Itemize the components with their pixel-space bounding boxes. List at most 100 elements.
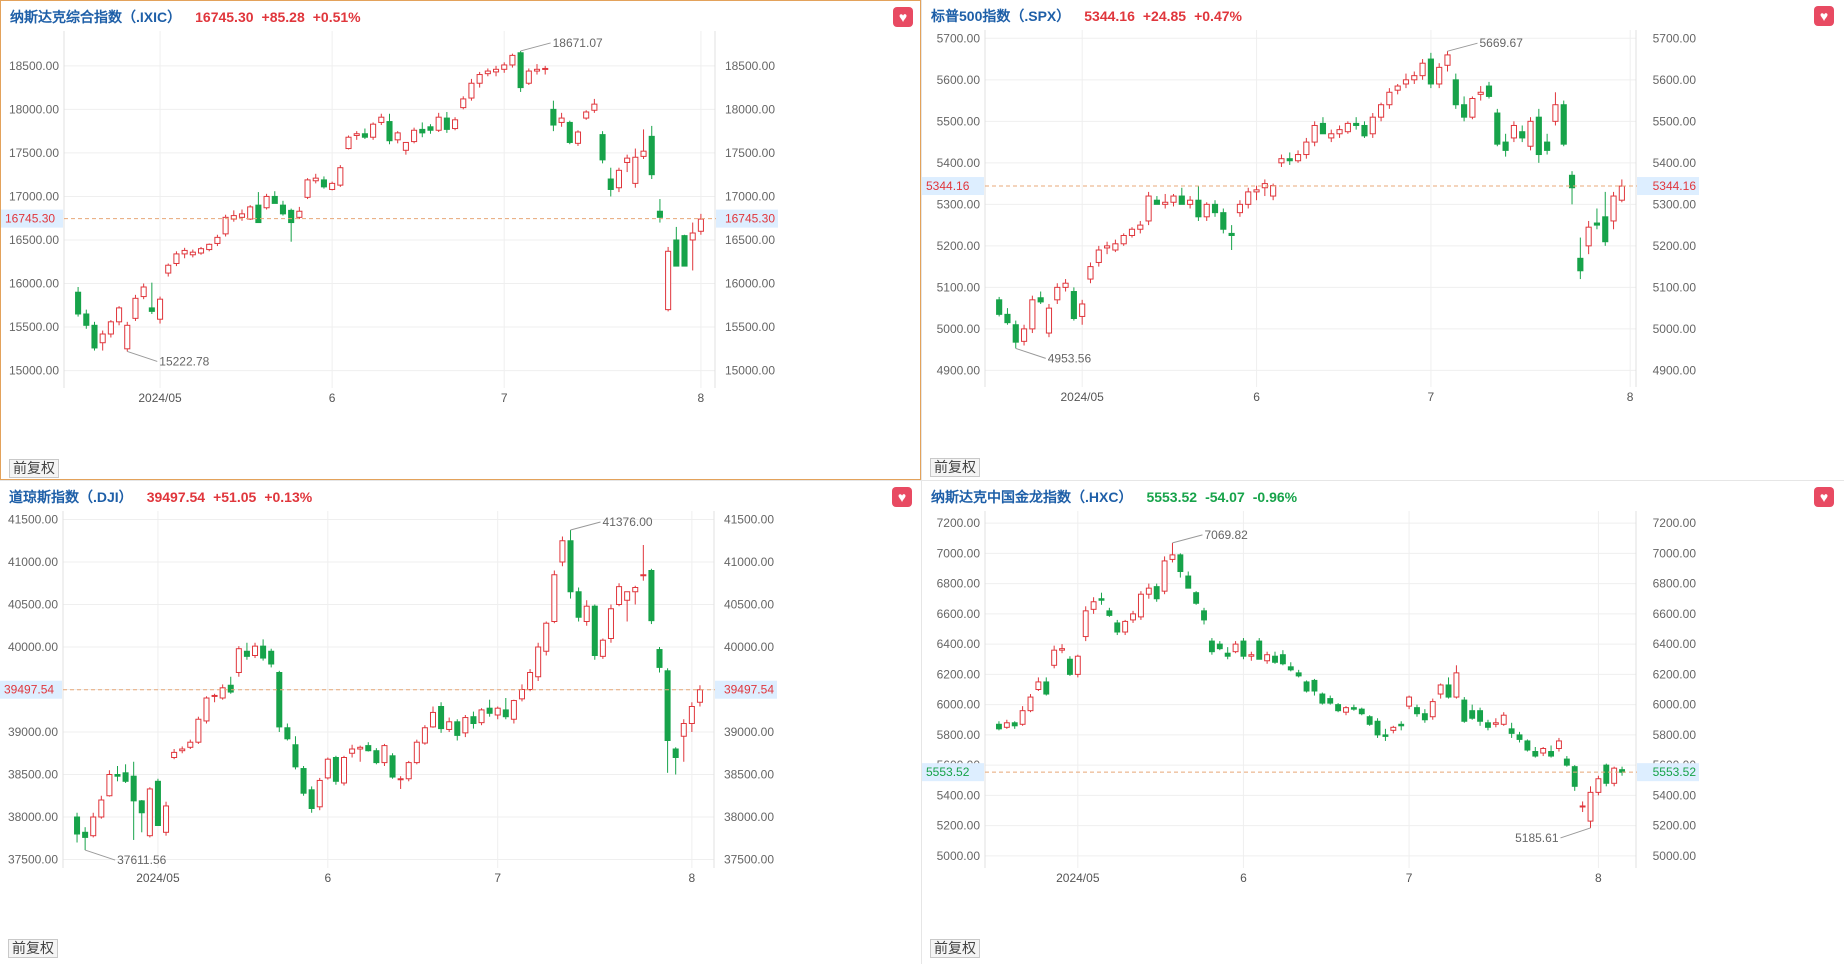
candle-body [1419, 62, 1426, 77]
y-tick-label-left: 5100.00 [937, 280, 981, 294]
index-name[interactable]: 标普500指数（.SPX） [931, 8, 1071, 24]
panel-dji[interactable]: 37500.00 37500.00 38000.00 38000.00 38500.00… [0, 481, 921, 964]
index-name[interactable]: 纳斯达克中国金龙指数（.HXC） [931, 489, 1133, 505]
y-tick-label-left: 6800.00 [937, 577, 981, 591]
price-change-percent: +0.13% [264, 489, 313, 505]
y-tick-label-right: 5200.00 [1653, 819, 1697, 833]
candle-body [1264, 654, 1271, 662]
candle-body [1114, 622, 1121, 633]
candle-body [1343, 707, 1349, 713]
candle-body [1216, 643, 1223, 650]
adjust-button[interactable]: 前复权 [9, 459, 59, 478]
candle-body [1469, 710, 1476, 719]
candle-body [1098, 598, 1105, 601]
last-price: 5553.52 [1146, 489, 1198, 505]
heart-icon[interactable]: ♥ [892, 487, 912, 507]
candle-body [324, 758, 331, 779]
candle-body [1112, 243, 1119, 251]
horizontal-divider [0, 480, 1844, 481]
candle-body [460, 98, 467, 109]
adjust-button[interactable]: 前复权 [8, 939, 58, 958]
candle-body [599, 134, 606, 161]
y-tick-label-right: 16500.00 [725, 233, 775, 247]
candle-body [1369, 116, 1376, 135]
candle-body [74, 816, 81, 835]
candle-body [476, 74, 483, 84]
candle-body [1193, 592, 1200, 604]
candle-body [148, 307, 155, 312]
candle-body [329, 182, 336, 190]
candle-body [1477, 710, 1484, 722]
x-tick-label: 2024/05 [1056, 871, 1100, 885]
candle-body [1461, 699, 1468, 722]
high-marker-label: 5669.67 [1479, 36, 1523, 50]
candle-body [179, 748, 186, 752]
candle-body [1361, 124, 1368, 137]
candle-body [1059, 648, 1065, 651]
candle-body [1106, 610, 1113, 616]
candle-body [1344, 122, 1351, 133]
candle-body [1328, 133, 1335, 139]
last-price: 16745.30 [195, 9, 254, 25]
y-tick-label-right: 39000.00 [724, 725, 774, 739]
candle-body [227, 684, 234, 693]
candle-body [1232, 643, 1239, 653]
candle-body [394, 132, 401, 141]
candle-body [1029, 299, 1036, 330]
candle-body [238, 213, 246, 218]
heart-icon[interactable]: ♥ [1814, 487, 1834, 507]
candle-body [599, 639, 606, 657]
candle-body [1178, 195, 1185, 205]
candle-body [340, 757, 348, 784]
candlestick-chart[interactable]: 15000.00 15000.00 15500.00 15500.00 16000.00… [1, 1, 922, 481]
panel-ixic[interactable]: 15000.00 15000.00 15500.00 15500.00 16000.00… [0, 0, 921, 480]
y-tick-label-left: 5000.00 [937, 849, 981, 863]
adjust-button[interactable]: 前复权 [930, 458, 980, 477]
candle-body [1603, 764, 1610, 784]
candle-body [1519, 131, 1526, 139]
heart-icon[interactable]: ♥ [893, 7, 913, 27]
candle-body [672, 748, 679, 758]
last-price-badge-left-text: 39497.54 [4, 683, 54, 697]
y-tick-label-left: 5500.00 [937, 114, 981, 128]
candlestick-chart[interactable]: 4900.00 4900.00 5000.00 5000.00 5100.00 5100.… [922, 0, 1844, 480]
candle-body [615, 169, 622, 189]
candle-body [122, 772, 129, 782]
index-name[interactable]: 道琼斯指数（.DJI） [9, 489, 133, 505]
candle-body [1003, 722, 1010, 728]
panel-header: 标普500指数（.SPX） 5344.16 +24.85 +0.47% [931, 6, 1242, 26]
candle-body [1122, 620, 1129, 633]
candle-body [1568, 174, 1576, 189]
x-tick-label: 2024/05 [138, 391, 182, 405]
candle-body [995, 723, 1002, 730]
y-tick-label-right: 4900.00 [1653, 363, 1697, 377]
heart-icon[interactable]: ♥ [1814, 6, 1834, 26]
index-name[interactable]: 纳斯达克综合指数（.IXIC） [10, 9, 182, 25]
adjust-button[interactable]: 前复权 [930, 939, 980, 958]
panel-spx[interactable]: 4900.00 4900.00 5000.00 5000.00 5100.00 5100.… [922, 0, 1844, 480]
y-tick-label-right: 41500.00 [724, 513, 774, 527]
candle-body [222, 216, 229, 235]
candle-body [140, 286, 147, 298]
candle-body [1286, 158, 1293, 162]
candle-body [567, 540, 574, 593]
y-tick-label-right: 15000.00 [725, 364, 775, 378]
candle-body [146, 788, 153, 837]
y-tick-label-right: 6600.00 [1653, 607, 1697, 621]
candle-body [648, 135, 655, 176]
candle-body [1087, 266, 1094, 280]
candlestick-chart[interactable]: 5000.00 5000.00 5200.00 5200.00 5400.00 5400.… [922, 481, 1844, 964]
candle-body [486, 707, 493, 714]
panel-hxc[interactable]: 5000.00 5000.00 5200.00 5200.00 5400.00 5400.… [922, 481, 1844, 964]
candle-body [235, 648, 242, 673]
candle-body [1386, 91, 1393, 106]
candle-body [656, 649, 663, 668]
candle-body [320, 179, 327, 188]
candle-body [1211, 203, 1219, 214]
candle-body [189, 251, 196, 256]
candlestick-chart[interactable]: 37500.00 37500.00 38000.00 38000.00 38500.00… [0, 481, 921, 964]
y-tick-label-right: 5800.00 [1653, 728, 1697, 742]
last-price-badge-right-text: 5344.16 [1653, 179, 1697, 193]
candle-body [1544, 141, 1551, 151]
candle-body [165, 264, 172, 274]
